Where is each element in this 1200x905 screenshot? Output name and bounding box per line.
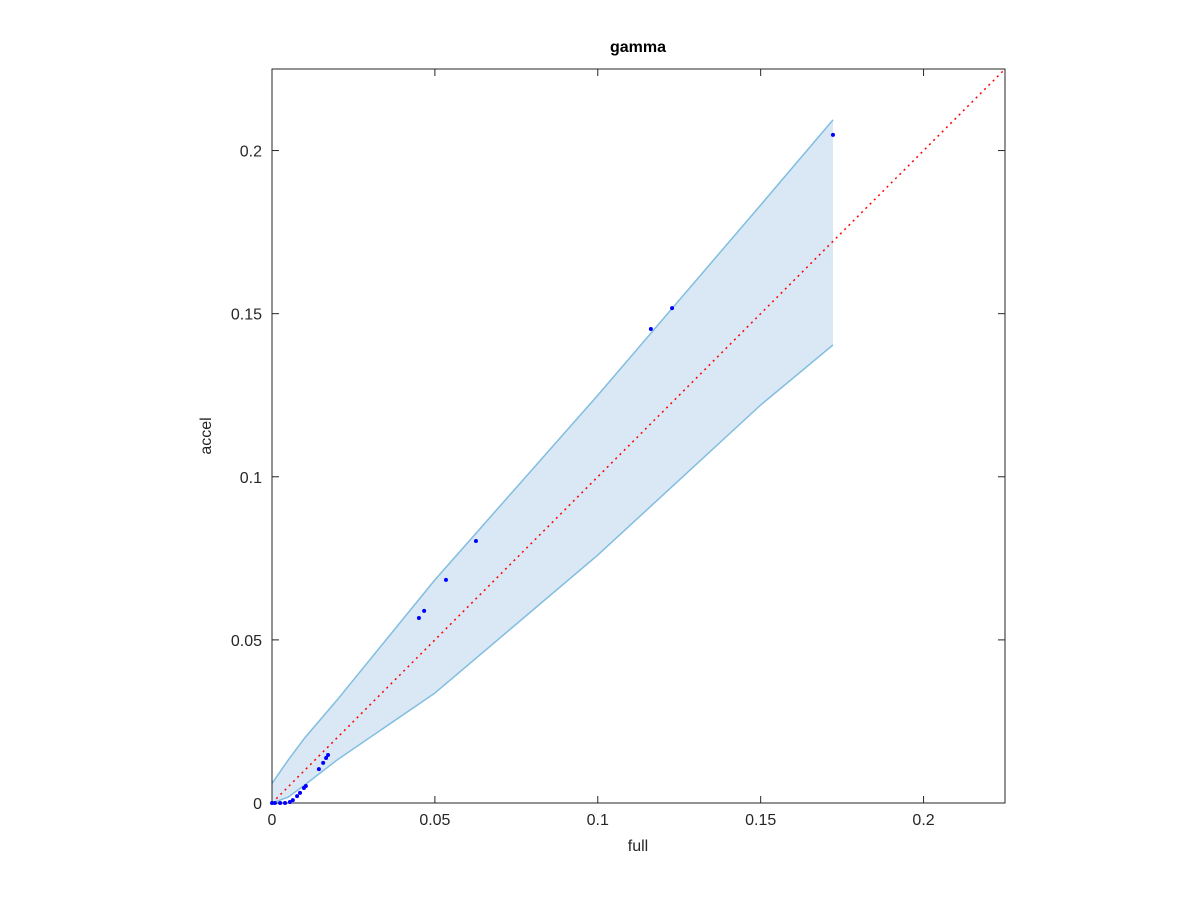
axes-box xyxy=(271,68,1006,804)
point xyxy=(301,785,306,790)
y-tick-label: 0.15 xyxy=(231,307,262,324)
reference-line xyxy=(271,68,1006,804)
x-tick-label: 0.15 xyxy=(745,812,776,829)
x-tick-label: 0.2 xyxy=(912,812,934,829)
point xyxy=(298,790,303,795)
y-tick-label: 0 xyxy=(253,796,262,813)
point xyxy=(648,326,653,331)
point xyxy=(278,801,283,805)
point xyxy=(443,577,448,582)
y-tick-label: 0.05 xyxy=(231,633,262,650)
point xyxy=(324,755,329,760)
chart-title: gamma xyxy=(610,39,666,56)
point xyxy=(287,800,292,805)
x-tick-label: 0 xyxy=(268,812,277,829)
confidence-band xyxy=(272,119,833,803)
x-tick-label: 0.05 xyxy=(419,812,450,829)
point xyxy=(316,767,321,772)
point xyxy=(283,801,288,805)
point xyxy=(326,753,331,758)
band-upper-line xyxy=(271,119,834,784)
point xyxy=(830,132,835,137)
band-lower-line xyxy=(271,344,834,804)
y-tick-label: 0.1 xyxy=(240,470,262,487)
point xyxy=(272,801,277,805)
point xyxy=(270,801,274,805)
point xyxy=(290,798,295,803)
point xyxy=(416,616,421,621)
point xyxy=(422,608,427,613)
point xyxy=(295,794,300,799)
y-axis-label: accel xyxy=(198,417,215,454)
x-tick-label: 0.1 xyxy=(587,812,609,829)
point xyxy=(670,306,675,311)
point xyxy=(321,760,326,765)
point xyxy=(473,539,478,544)
y-tick-label: 0.2 xyxy=(240,144,262,161)
x-axis-label: full xyxy=(628,838,648,855)
